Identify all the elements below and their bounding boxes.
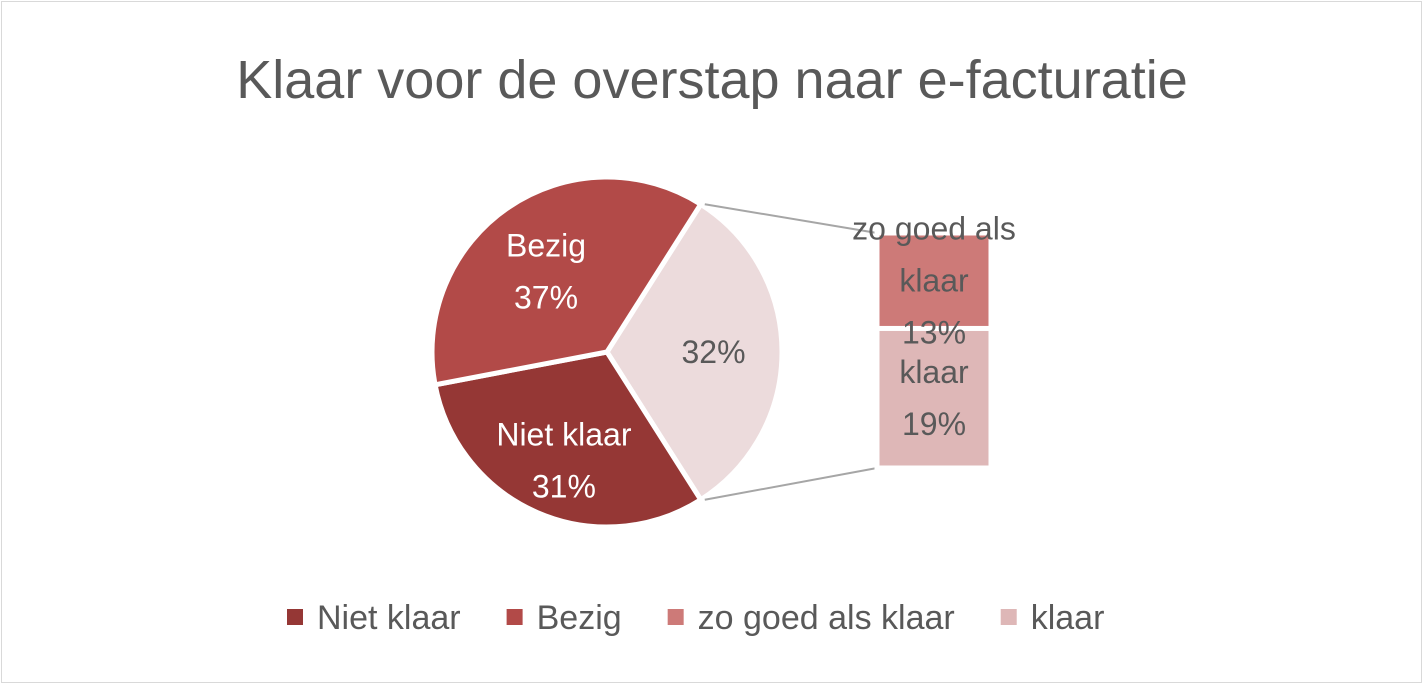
secondary-bar: [874, 230, 994, 471]
legend-swatch-zo-goed-als-klaar: [667, 609, 684, 625]
data-label-value: 13%: [902, 315, 966, 351]
data-label-category: klaar: [899, 263, 969, 299]
legend-label-zo-goed-als-klaar: zo goed als klaar: [698, 599, 955, 637]
data-label-value: 32%: [681, 334, 745, 370]
legend: Niet klaar Bezig zo goed als klaar klaar: [287, 599, 1104, 637]
legend-label-klaar: klaar: [1031, 599, 1105, 637]
pie-slice-overig: [604, 201, 785, 503]
connector-lines: [704, 203, 878, 501]
legend-swatch-niet-klaar: [287, 609, 303, 625]
data-label-value: 37%: [514, 279, 578, 315]
legend-swatch-bezig: [506, 609, 523, 625]
bar-segment-klaar: [874, 325, 994, 471]
connector-line-top: [704, 203, 878, 234]
legend-label-bezig: Bezig: [537, 599, 622, 637]
connector-line-bottom: [704, 467, 878, 501]
data-label-value: 31%: [532, 469, 596, 505]
chart-title: Klaar voor de overstap naar e-facturatie: [236, 50, 1188, 110]
data-labels: 32% Niet klaar 31% Bezig 37% zo goed als klaar…: [496, 211, 1016, 505]
data-label-category: klaar: [899, 354, 969, 390]
data-label-category: Niet klaar: [496, 417, 632, 453]
pie-slice-niet-klaar: [432, 349, 704, 530]
pie-group: [429, 174, 785, 530]
legend-label-niet-klaar: Niet klaar: [317, 599, 461, 637]
data-label-category: Bezig: [506, 227, 586, 263]
data-label-category: zo goed als: [852, 211, 1016, 247]
pie-slice-bezig: [429, 174, 704, 388]
data-label-value: 19%: [902, 406, 966, 442]
legend-swatch-klaar: [1000, 609, 1017, 625]
